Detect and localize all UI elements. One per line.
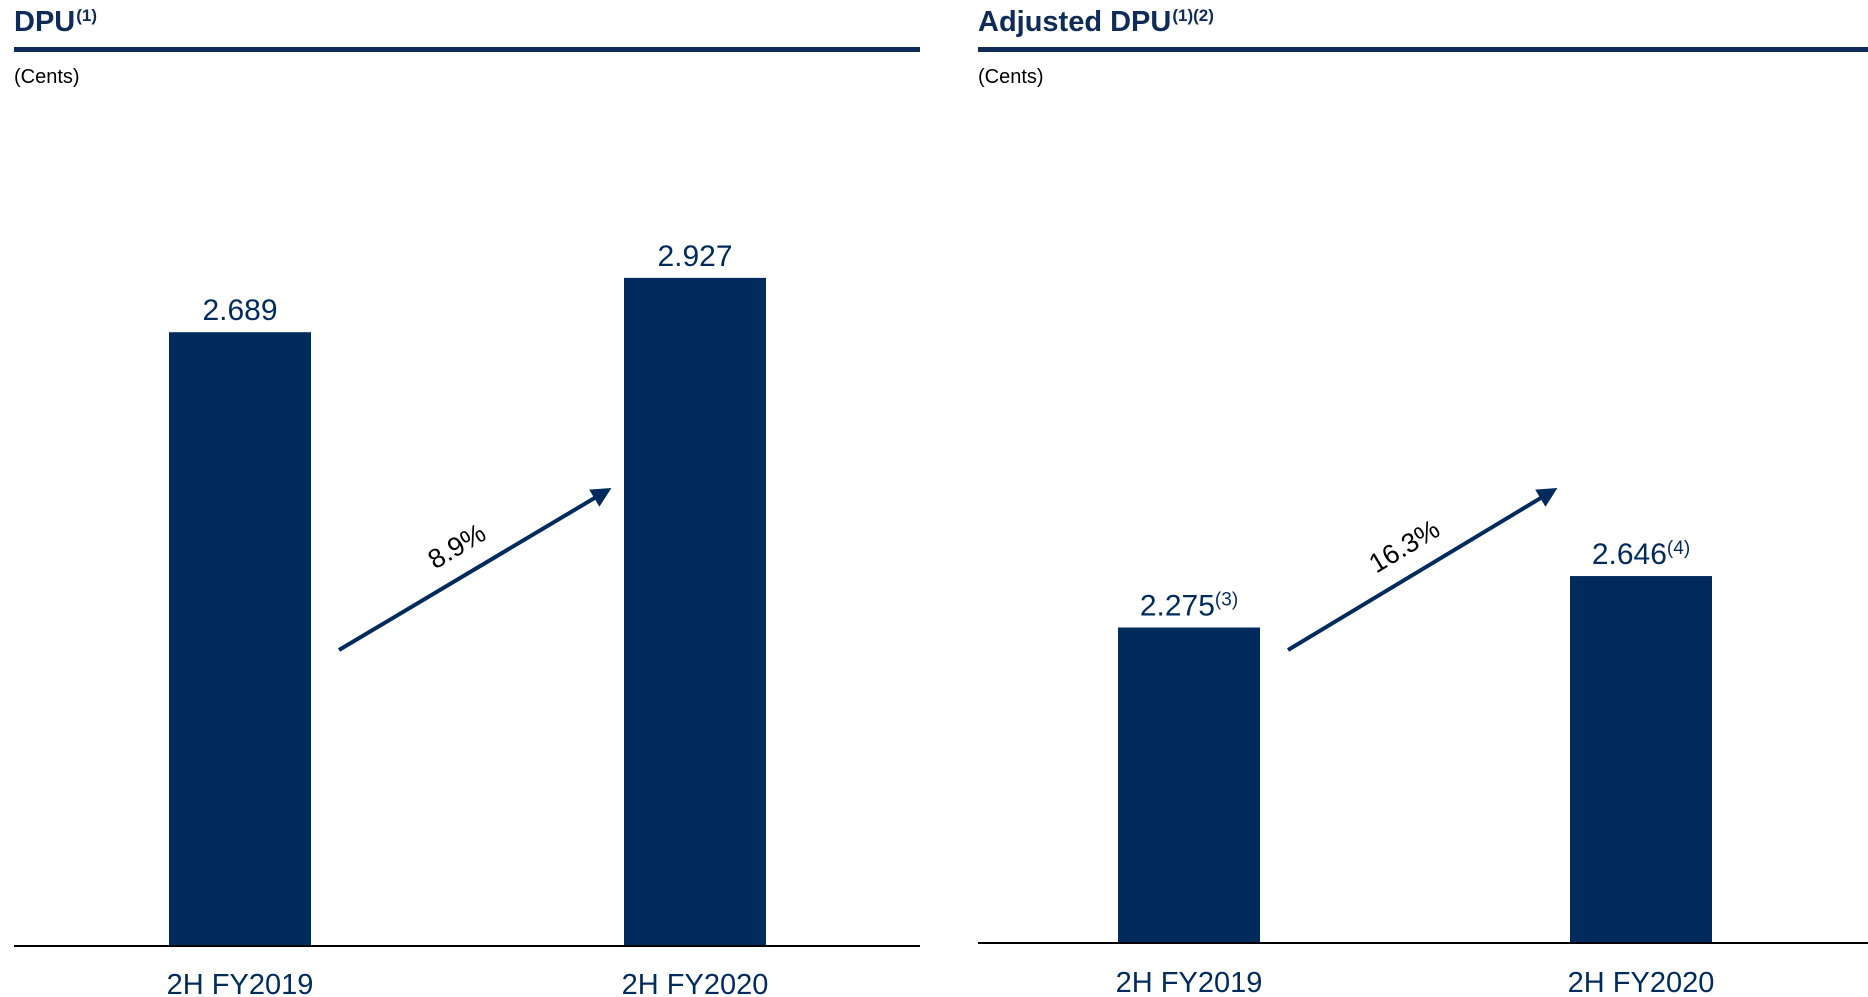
category-label-1: 2H FY2019: [1116, 967, 1263, 997]
chart-title-text: Adjusted DPU: [978, 6, 1172, 38]
category-label-1: 2H FY2019: [167, 969, 314, 997]
data-label-footnote: (3): [1215, 590, 1238, 611]
bar-1: [1118, 627, 1260, 943]
bar-2: [624, 277, 766, 946]
title-divider: [14, 47, 920, 52]
chart-title: Adjusted DPU(1)(2): [978, 6, 1214, 39]
data-label-value: 2.646: [1592, 538, 1667, 571]
data-label-value: 2.927: [657, 240, 732, 273]
chart-title-text: DPU: [14, 6, 76, 38]
growth-arrow: [1286, 487, 1558, 652]
data-label-value: 2.275: [1140, 590, 1215, 623]
title-divider: [978, 47, 1868, 52]
data-label-1: 2.275(3): [1140, 590, 1238, 623]
growth-percentage-label: 16.3%: [1364, 514, 1445, 579]
data-label-1: 2.689: [202, 294, 277, 327]
adjusted-dpu-bar-chart: 2.275(3) 2H FY2019 2.646(4) 2H FY2020 16.3%: [978, 487, 1868, 997]
unit-label: (Cents): [978, 66, 1044, 88]
dpu-chart-panel: DPU(1) (Cents) 2.689 2H FY2019 2.927 2H FY2…: [14, 0, 920, 997]
data-label-value: 2.689: [202, 294, 277, 327]
category-label-2: 2H FY2020: [622, 969, 769, 997]
adjusted-dpu-chart-panel: Adjusted DPU(1)(2) (Cents) 2.275(3) 2H FY…: [978, 0, 1868, 997]
data-label-footnote: (4): [1667, 538, 1690, 559]
unit-label: (Cents): [14, 66, 80, 88]
chart-title-footnote: (1): [76, 6, 98, 25]
chart-title: DPU(1): [14, 6, 97, 39]
bar-1: [169, 332, 311, 946]
data-label-2: 2.646(4): [1592, 538, 1690, 571]
growth-arrow: [337, 487, 612, 652]
bar-2: [1570, 576, 1712, 943]
chart-title-footnote: (1)(2): [1172, 6, 1214, 25]
data-label-2: 2.927: [657, 240, 732, 273]
category-label-2: 2H FY2020: [1568, 967, 1715, 997]
